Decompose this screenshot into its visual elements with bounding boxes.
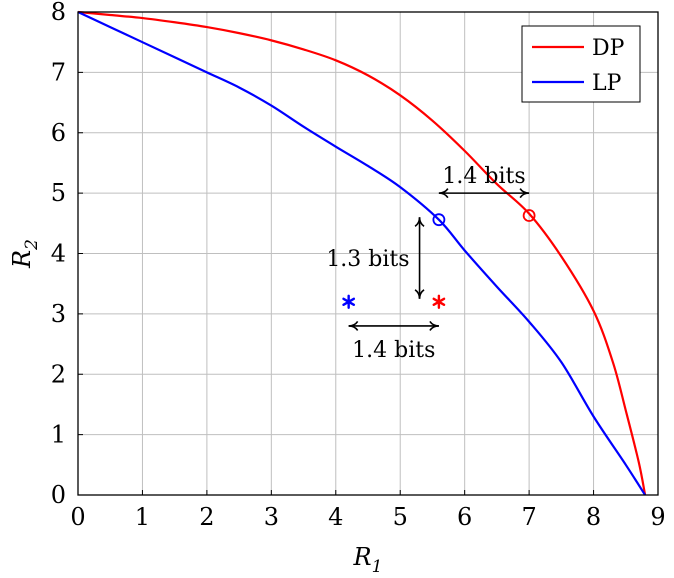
y-tick-label-3: 3 (51, 300, 66, 328)
annotations: 1.4 bits 1.3 bits 1.4 bits (326, 164, 530, 363)
x-tick-label-9: 9 (650, 503, 665, 531)
blue-asterisk-marker (342, 294, 356, 309)
y-tick-label-0: 0 (51, 481, 66, 509)
legend-box (521, 25, 641, 103)
gap-vertical-arrow (414, 217, 425, 299)
series-line-dp (77, 10, 647, 496)
x-axis-ticks: 0 1 2 3 4 5 6 7 8 9 (70, 490, 666, 531)
y-tick-label-2: 2 (51, 360, 66, 388)
x-tick-label-7: 7 (521, 503, 536, 531)
y-tick-label-7: 7 (51, 58, 66, 86)
red-asterisk-marker (432, 294, 446, 309)
x-tick-label-5: 5 (393, 503, 408, 531)
y-axis-label: R2 (8, 239, 42, 269)
x-tick-label-3: 3 (264, 503, 279, 531)
gap-bottom-arrow (348, 320, 439, 331)
y-tick-label-4: 4 (51, 240, 66, 268)
y-tick-label-1: 1 (51, 421, 66, 449)
gap-top-label: 1.4 bits (442, 164, 525, 189)
legend-label-dp: DP (592, 36, 625, 61)
y-tick-label-8: 8 (51, 0, 66, 26)
lp-circle-marker (432, 213, 446, 227)
markers (342, 209, 536, 309)
y-axis-ticks: 0 1 2 3 4 5 6 7 8 (51, 0, 83, 509)
y-tick-label-5: 5 (51, 179, 66, 207)
x-tick-label-0: 0 (70, 503, 85, 531)
dp-circle-marker (522, 209, 536, 222)
x-tick-label-2: 2 (199, 503, 214, 531)
gap-vertical-label: 1.3 bits (326, 247, 409, 272)
x-axis-label: R1 (353, 543, 383, 577)
plot-frame (77, 11, 659, 496)
series-line-lp (77, 11, 647, 496)
y-tick-label-6: 6 (51, 119, 66, 147)
legend: DP LP (521, 25, 641, 103)
series (77, 10, 647, 496)
x-tick-label-1: 1 (135, 503, 150, 531)
x-tick-label-4: 4 (328, 503, 343, 531)
gap-top-arrow (438, 188, 530, 199)
legend-label-lp: LP (592, 71, 622, 96)
gap-bottom-label: 1.4 bits (352, 338, 435, 363)
x-tick-label-6: 6 (457, 503, 472, 531)
x-tick-label-8: 8 (586, 503, 601, 531)
